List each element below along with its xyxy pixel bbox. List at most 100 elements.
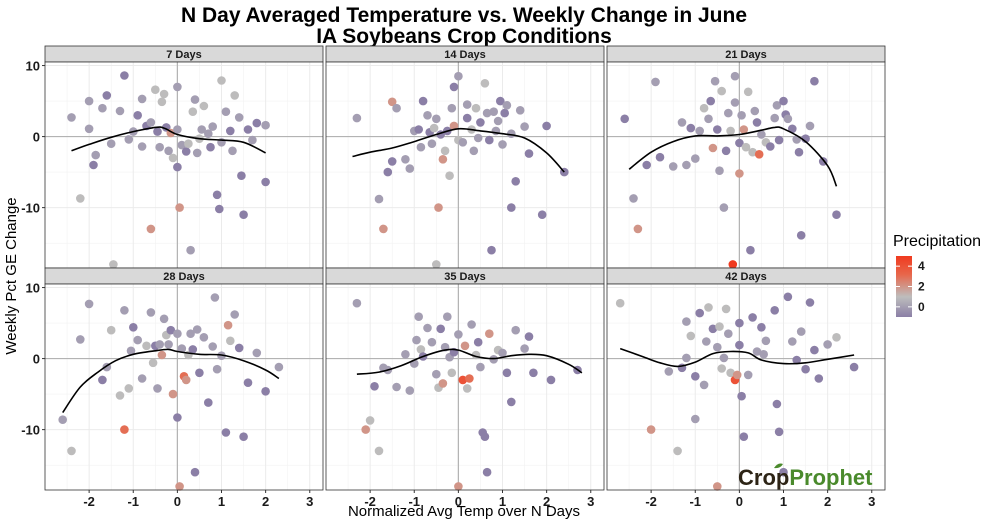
data-point [469, 146, 479, 156]
data-point [730, 71, 740, 81]
data-point [212, 190, 222, 200]
data-point [542, 121, 551, 131]
data-point [761, 336, 771, 346]
data-point [715, 322, 724, 331]
data-point [737, 391, 746, 401]
data-point [416, 345, 426, 354]
data-point [717, 86, 726, 96]
data-point [465, 374, 474, 383]
data-point [155, 142, 164, 152]
legend: Precipitation 4 2 0 [893, 233, 981, 317]
data-point [462, 384, 472, 393]
data-point [691, 372, 700, 381]
data-point [392, 382, 401, 392]
data-point [482, 467, 492, 477]
legend-colorbar [896, 256, 912, 317]
logo-leaf-icon [774, 463, 783, 469]
data-point [737, 111, 746, 120]
data-point [168, 389, 178, 399]
data-point [190, 95, 200, 104]
data-point [757, 130, 766, 139]
x-tick-label: 2 [543, 494, 550, 509]
data-point [186, 245, 195, 255]
data-point [779, 96, 788, 106]
data-point [732, 370, 742, 380]
data-point [646, 425, 656, 434]
data-point [184, 139, 193, 148]
data-point [243, 378, 253, 388]
data-point [458, 138, 468, 147]
data-point [374, 194, 384, 204]
data-point [164, 340, 173, 349]
data-point [704, 303, 713, 312]
data-point [706, 96, 715, 106]
data-point [615, 298, 625, 308]
panel-border [325, 283, 605, 491]
data-point [713, 125, 722, 134]
data-point [719, 353, 729, 363]
data-point [810, 76, 819, 86]
data-point [810, 345, 819, 355]
data-point [199, 101, 209, 111]
data-point [157, 97, 167, 107]
data-point [173, 125, 182, 134]
data-point [76, 335, 85, 344]
data-point [58, 415, 67, 425]
data-point [772, 399, 782, 409]
x-tick-label: 0 [455, 494, 462, 509]
smooth-fit-line [71, 126, 266, 154]
data-point [416, 142, 426, 152]
x-tick-label: 2 [262, 494, 269, 509]
data-point [440, 146, 450, 156]
data-point [401, 155, 410, 164]
data-point [84, 96, 94, 106]
data-point [633, 224, 643, 234]
data-point [223, 320, 233, 330]
data-point [735, 169, 744, 178]
data-point [261, 387, 270, 396]
data-point [414, 125, 424, 134]
data-point [724, 329, 733, 339]
data-point [432, 369, 441, 379]
data-point [252, 348, 262, 358]
data-point [814, 374, 824, 383]
data-point [109, 260, 118, 269]
data-point [115, 106, 125, 116]
data-point [721, 304, 731, 314]
data-point [212, 364, 222, 374]
data-point [805, 298, 815, 307]
data-point [84, 124, 94, 134]
legend-title: Precipitation [893, 233, 981, 250]
x-tick-label: -1 [689, 494, 701, 509]
data-point [67, 446, 76, 456]
data-point [173, 329, 182, 339]
data-point [429, 123, 439, 133]
data-point [480, 432, 490, 442]
y-tick-label: 0 [33, 352, 40, 367]
legend-tick-label: 2 [918, 280, 925, 294]
data-point [221, 107, 231, 116]
facet-strip-label: 14 Days [444, 49, 486, 61]
data-point [454, 71, 463, 81]
data-point [691, 414, 700, 424]
data-point [735, 138, 744, 148]
data-point [730, 98, 740, 107]
data-point [177, 140, 187, 150]
data-point [274, 362, 284, 372]
data-point [480, 79, 490, 88]
data-point [217, 76, 226, 85]
data-point [686, 331, 696, 341]
data-point [473, 133, 483, 143]
data-point [153, 127, 162, 136]
data-point [423, 323, 432, 333]
data-point [175, 203, 184, 212]
data-point [677, 118, 687, 127]
data-point [352, 113, 362, 123]
data-point [175, 482, 184, 491]
data-point [515, 106, 525, 115]
data-point [434, 203, 443, 212]
data-point [832, 333, 841, 342]
data-point [471, 103, 481, 113]
data-point [704, 114, 713, 124]
